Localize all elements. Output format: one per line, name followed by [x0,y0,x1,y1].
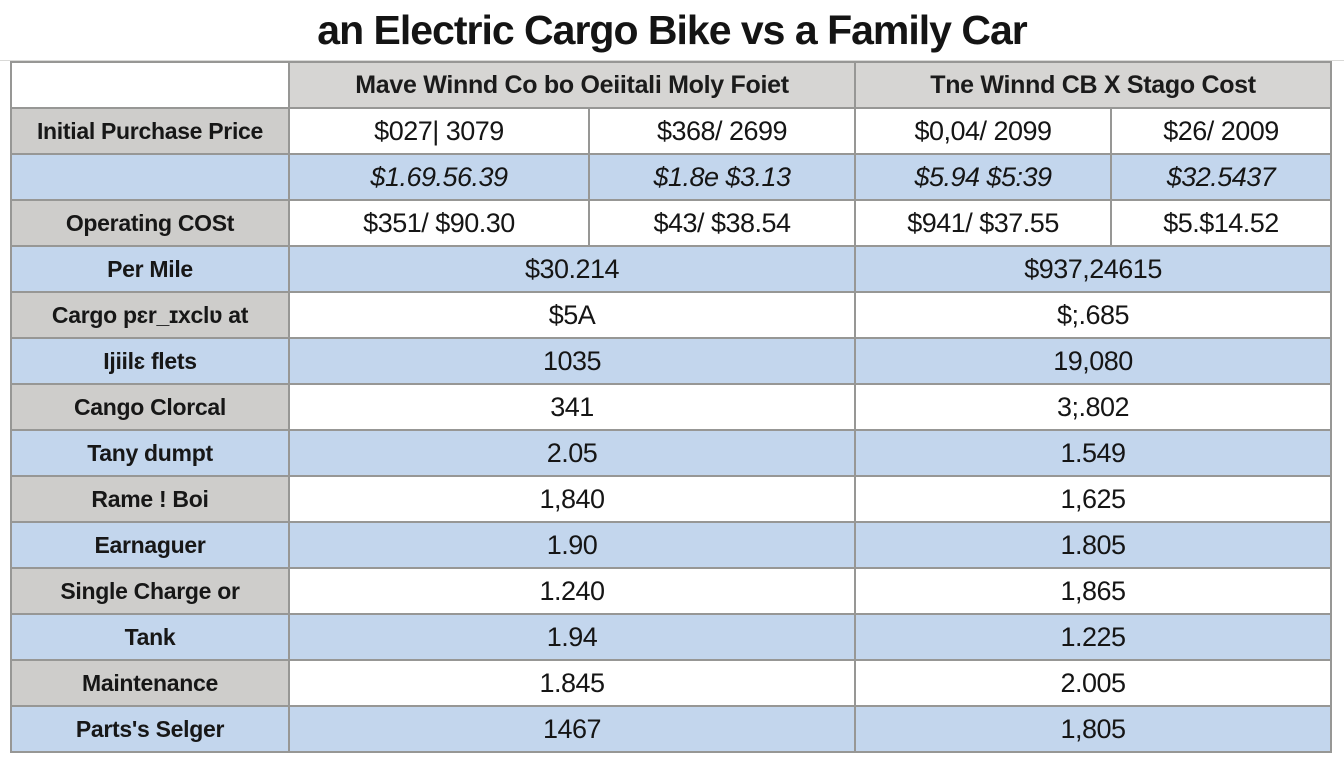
table-row: Maintenance 1.845 2.005 [10,659,1333,707]
row-label: Rame ! Boi [10,475,290,523]
value-cell: 1,840 [287,475,857,523]
value-cell: $1.8e $3.13 [587,153,857,201]
value-cell: $30.214 [287,245,857,293]
table-row: Tany dumpt 2.05 1.549 [10,429,1333,477]
row-label: Maintenance [10,659,290,707]
table-row: Operating COSt $351/ $90.30 $43/ $38.54 … [10,199,1333,247]
header-row: Mave Winnd Co bo Oeiitali Moly Foiet Tne… [10,61,1333,109]
row-label: Initial Purchase Price [10,107,290,155]
value-cell: $26/ 2009 [1110,107,1333,155]
comparison-table: Mave Winnd Co bo Oeiitali Moly Foiet Tne… [10,61,1333,753]
value-cell: 341 [287,383,857,431]
value-cell: 2.05 [287,429,857,477]
value-cell: 1,805 [854,705,1333,753]
row-label: Cargo pɛr_ɪxclʋ at [10,291,290,339]
value-cell: 3;.802 [854,383,1333,431]
row-label: Parts's Selger [10,705,290,753]
value-cell: 1.225 [854,613,1333,661]
row-label: Cango Clorcal [10,383,290,431]
value-cell: $;.685 [854,291,1333,339]
row-label: Ijiilɛ flets [10,337,290,385]
value-cell: 1.240 [287,567,857,615]
page-title: an Electric Cargo Bike vs a Family Car [317,6,1027,53]
value-cell: 1.94 [287,613,857,661]
value-cell: $32.5437 [1110,153,1333,201]
title-bar: an Electric Cargo Bike vs a Family Car [0,0,1344,61]
value-cell: $5.94 $5:39 [854,153,1113,201]
value-cell: 1,865 [854,567,1333,615]
value-cell: 1,625 [854,475,1333,523]
column-group-header-right: Tne Winnd CB X Stago Cost [854,61,1333,109]
value-cell: 1.805 [854,521,1333,569]
table-row: Single Charge or 1.240 1,865 [10,567,1333,615]
row-label: Tank [10,613,290,661]
value-cell: 1467 [287,705,857,753]
value-cell: $1.69.56.39 [288,153,590,201]
table-row: Rame ! Boi 1,840 1,625 [10,475,1333,523]
value-cell: 1.549 [854,429,1333,477]
value-cell: $5A [287,291,857,339]
empty-header-cell [10,61,290,109]
value-cell: $937,24615 [854,245,1333,293]
row-label [10,153,290,201]
value-cell: $5.$14.52 [1110,199,1333,247]
value-cell: $941/ $37.55 [854,199,1113,247]
table-row: Parts's Selger 1467 1,805 [10,705,1333,753]
row-label: Tany dumpt [10,429,290,477]
value-cell: 19,080 [854,337,1333,385]
table-row: Per Mile $30.214 $937,24615 [10,245,1333,293]
row-label: Operating COSt [10,199,290,247]
row-label: Earnaguer [10,521,290,569]
table-row: Tank 1.94 1.225 [10,613,1333,661]
table-row: Earnaguer 1.90 1.805 [10,521,1333,569]
value-cell: $0,04/ 2099 [854,107,1113,155]
row-label: Per Mile [10,245,290,293]
table-row: Ijiilɛ flets 1035 19,080 [10,337,1333,385]
table-row: Cargo pɛr_ɪxclʋ at $5A $;.685 [10,291,1333,339]
value-cell: 1.845 [287,659,857,707]
table-row: $1.69.56.39 $1.8e $3.13 $5.94 $5:39 $32.… [10,153,1333,201]
value-cell: 1035 [287,337,857,385]
table-row: Initial Purchase Price $027| 3079 $368/ … [10,107,1333,155]
value-cell: $027| 3079 [288,107,590,155]
value-cell: 1.90 [287,521,857,569]
value-cell: $351/ $90.30 [288,199,590,247]
value-cell: $368/ 2699 [587,107,857,155]
row-label: Single Charge or [10,567,290,615]
value-cell: 2.005 [854,659,1333,707]
table-row: Cango Clorcal 341 3;.802 [10,383,1333,431]
column-group-header-left: Mave Winnd Co bo Oeiitali Moly Foiet [287,61,857,109]
value-cell: $43/ $38.54 [587,199,857,247]
